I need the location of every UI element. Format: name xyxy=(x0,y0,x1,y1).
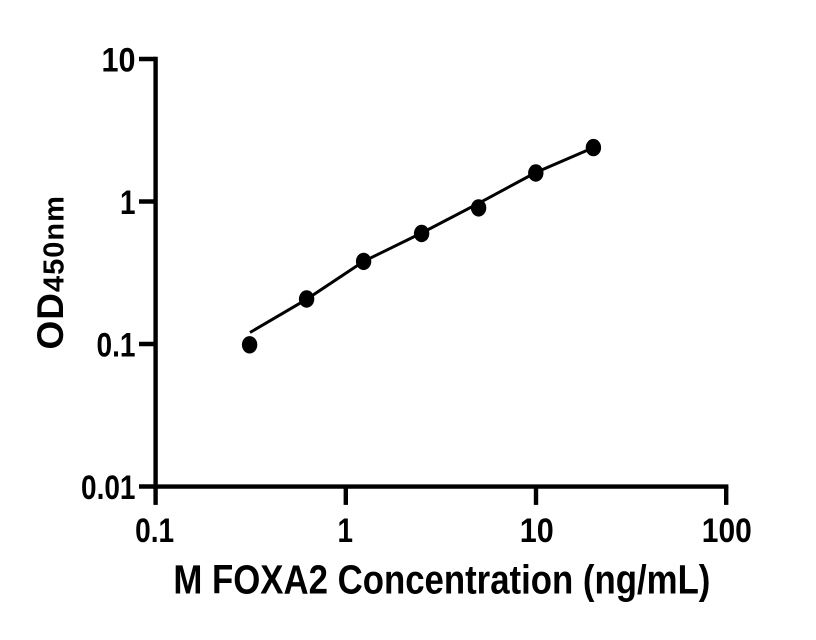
svg-text:0.01: 0.01 xyxy=(81,469,136,507)
svg-text:OD450nm: OD450nm xyxy=(30,195,71,349)
svg-text:100: 100 xyxy=(702,512,752,550)
svg-text:0.1: 0.1 xyxy=(135,512,174,550)
svg-text:1: 1 xyxy=(120,184,136,222)
svg-text:10: 10 xyxy=(520,512,554,550)
svg-text:1: 1 xyxy=(338,512,354,550)
svg-text:M FOXA2 Concentration (ng/mL): M FOXA2 Concentration (ng/mL) xyxy=(173,556,710,602)
svg-text:10: 10 xyxy=(102,42,136,80)
svg-text:0.1: 0.1 xyxy=(97,327,136,365)
